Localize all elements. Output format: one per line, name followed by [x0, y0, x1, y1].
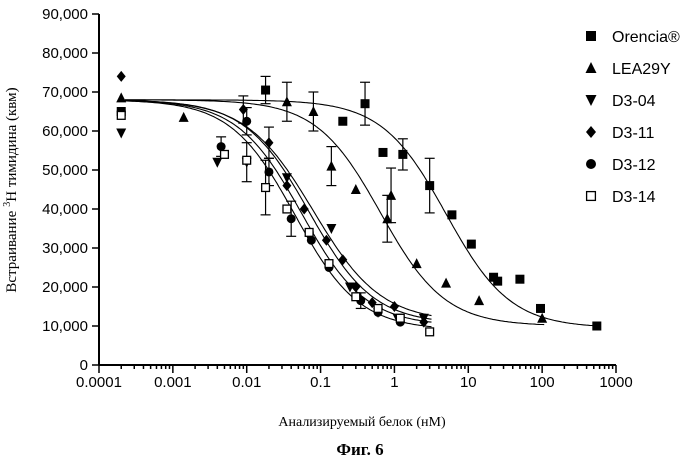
point-d314: [305, 229, 313, 237]
point-orencia: [361, 99, 370, 108]
point-d314: [374, 305, 382, 313]
point-orencia: [493, 277, 502, 286]
legend-marker-d304: [586, 95, 597, 106]
x-axis-label: Анализируемый белок (нМ): [278, 415, 446, 430]
legend-marker-d312: [586, 159, 596, 169]
fit-curve-d312: [125, 101, 432, 322]
fit-curve-d311: [125, 101, 432, 316]
legend-label: Orencia®: [612, 29, 680, 46]
x-tick-label: 0.0001: [76, 374, 122, 391]
y-tick-label: 40,000: [42, 201, 88, 218]
y-tick-label: 80,000: [42, 45, 88, 62]
point-d314: [262, 184, 270, 192]
figure-caption: Фиг. 6: [336, 440, 383, 459]
point-d304: [116, 128, 126, 138]
legend-marker-orencia: [586, 31, 596, 41]
x-tick-label: 0.001: [154, 374, 192, 391]
y-tick-label: 30,000: [42, 240, 88, 257]
point-d311: [117, 71, 126, 82]
x-tick-label: 0.01: [232, 374, 261, 391]
y-tick-label: 0: [80, 357, 88, 374]
x-tick-label: 100: [530, 374, 555, 391]
point-orencia: [425, 181, 434, 190]
point-orencia: [467, 240, 476, 249]
x-tick-label: 1000: [599, 374, 632, 391]
fit-curve-d304: [125, 101, 432, 320]
point-orencia: [447, 210, 456, 219]
x-tick-label: 1: [390, 374, 398, 391]
legend-marker-d314: [587, 192, 596, 201]
y-tick-label: 70,000: [42, 84, 88, 101]
x-tick-label: 10: [460, 374, 477, 391]
point-lea29y: [116, 92, 126, 102]
y-tick-label: 60,000: [42, 123, 88, 140]
point-d314: [221, 151, 229, 159]
point-lea29y: [351, 184, 361, 194]
point-d314: [283, 205, 291, 213]
point-orencia: [398, 150, 407, 159]
data-points: [116, 71, 601, 336]
fit-curve-lea29y: [125, 100, 544, 325]
point-d314: [426, 328, 434, 336]
legend-label: D3-11: [612, 125, 654, 142]
point-d314: [325, 260, 333, 268]
point-orencia: [338, 117, 347, 126]
point-lea29y: [441, 278, 451, 288]
y-tick-label: 20,000: [42, 279, 88, 296]
point-lea29y: [412, 258, 422, 268]
x-ticks: 0.0001 0.001 0.01 0.1 1 10 100 1000: [76, 365, 633, 391]
point-orencia: [536, 304, 545, 313]
point-d312: [242, 117, 251, 126]
legend-label: D3-04: [612, 93, 656, 110]
point-orencia: [592, 322, 601, 331]
point-d312: [217, 142, 226, 151]
point-d314: [243, 156, 251, 164]
point-orencia: [515, 275, 524, 284]
point-lea29y: [474, 295, 484, 305]
legend-marker-lea29y: [586, 62, 597, 73]
point-d314: [352, 293, 360, 301]
x-tick-label: 0.1: [310, 374, 331, 391]
point-d314: [396, 314, 404, 322]
point-d314: [117, 112, 125, 120]
legend-label: D3-12: [612, 157, 656, 174]
y-ticks: 0 10,000 20,000 30,000 40,000 50,000 60,000 70,…: [42, 6, 99, 374]
legend-label: D3-14: [612, 189, 656, 206]
point-lea29y: [326, 161, 336, 171]
y-tick-label: 10,000: [42, 318, 88, 335]
legend-label: LEA29Y: [612, 61, 671, 78]
point-d312: [287, 214, 296, 223]
point-d311: [338, 254, 347, 265]
legend: Orencia® LEA29Y D3-04 D3-11 D3-12 D3-14: [586, 29, 681, 206]
point-d304: [326, 224, 336, 234]
y-tick-label: 90,000: [42, 6, 88, 23]
point-orencia: [378, 148, 387, 157]
point-d304: [212, 158, 222, 168]
point-orencia: [261, 86, 270, 95]
y-tick-label: 50,000: [42, 162, 88, 179]
y-axis-label: Встраивание3H тимидина (квм): [2, 87, 20, 292]
legend-marker-d311: [586, 126, 596, 138]
point-lea29y: [179, 112, 189, 122]
point-d312: [307, 236, 316, 245]
point-lea29y: [308, 106, 318, 116]
fit-curve-d314: [125, 101, 432, 327]
fit-curve-orencia: [125, 100, 600, 326]
